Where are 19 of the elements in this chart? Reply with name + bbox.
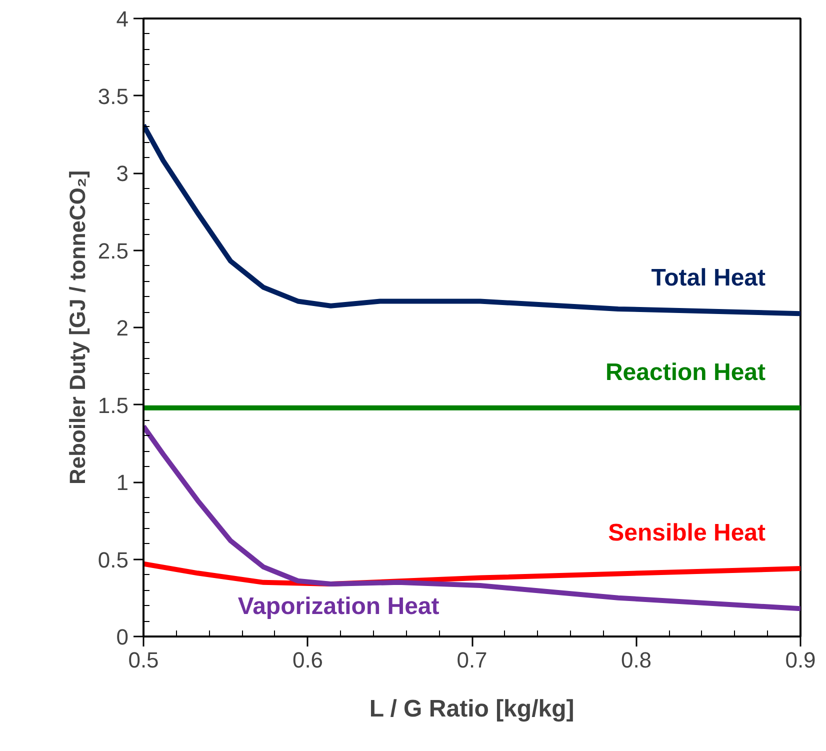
y-tick-label: 0.5 <box>98 547 129 572</box>
y-tick-label: 2 <box>116 316 129 340</box>
y-tick-label: 1.5 <box>98 392 129 418</box>
x-tick-label: 0.9 <box>785 648 816 672</box>
y-tick-label: 1 <box>116 470 129 495</box>
y-tick-label: 4 <box>116 6 129 32</box>
x-tick-label: 0.6 <box>292 648 324 672</box>
series-label: Reaction Heat <box>605 358 766 386</box>
series-label: Sensible Heat <box>608 520 766 547</box>
x-tick-label: 0.7 <box>456 648 488 672</box>
y-tick-label: 2.5 <box>98 238 129 264</box>
y-axis-title: Reboiler Duty [GJ / tonneCO₂] <box>64 170 90 485</box>
y-tick-label: 3 <box>116 161 129 186</box>
series-label: Total Heat <box>651 264 766 292</box>
y-tick-label: 3.5 <box>98 84 129 109</box>
x-tick-label: 0.8 <box>620 648 652 672</box>
x-axis-title: L / G Ratio [kg/kg] <box>369 696 574 722</box>
series-label: Vaporization Heat <box>238 592 440 620</box>
y-tick-label: 0 <box>116 624 129 650</box>
